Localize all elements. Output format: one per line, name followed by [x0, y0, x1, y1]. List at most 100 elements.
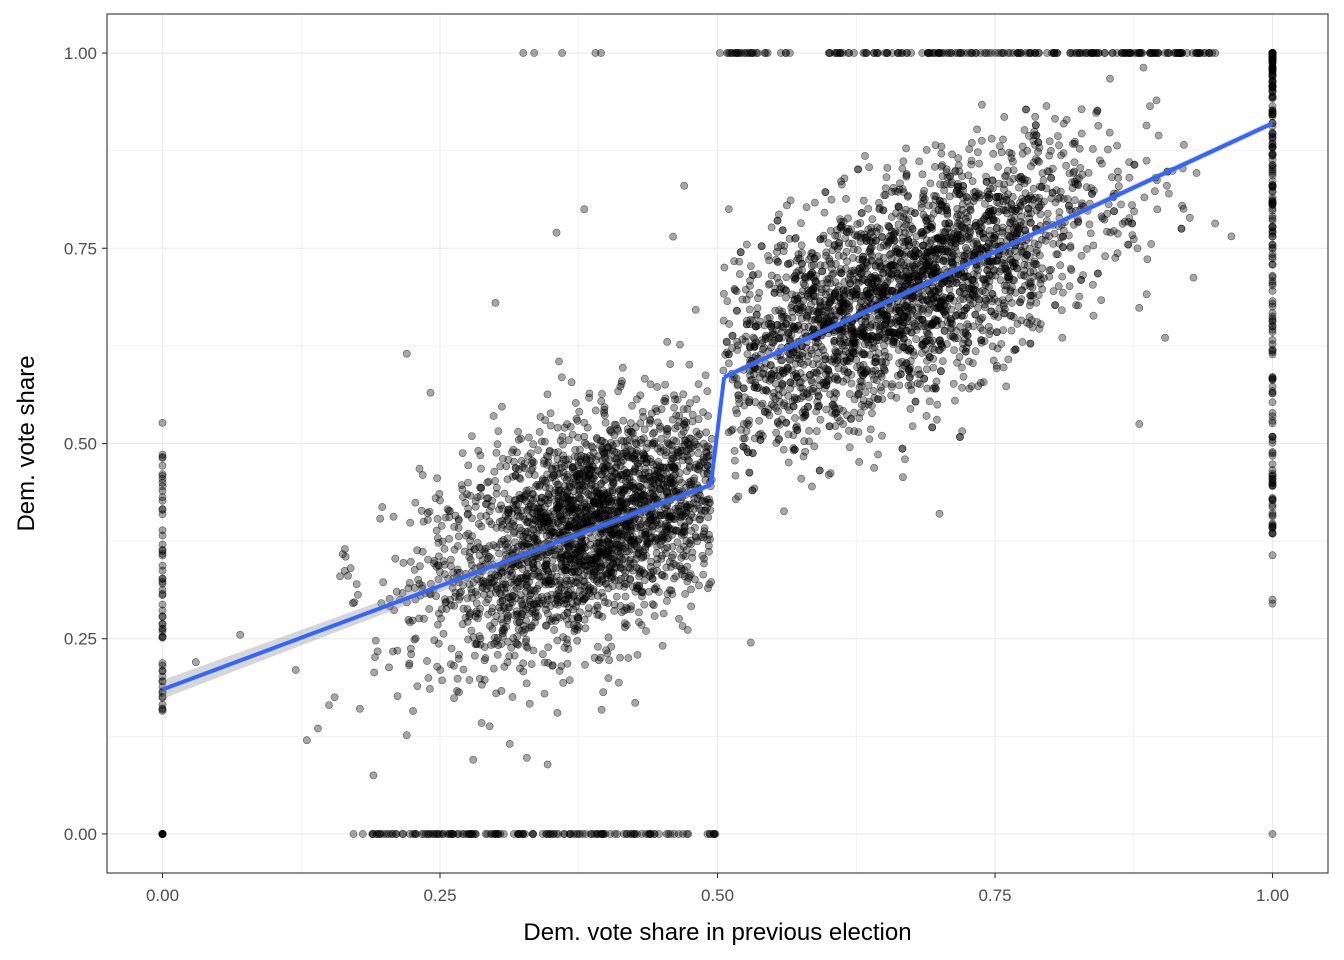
scatter-point	[1059, 288, 1067, 297]
scatter-point	[535, 428, 544, 436]
scatter-point	[640, 576, 649, 585]
scatter-point	[879, 363, 888, 372]
scatter-point	[543, 760, 552, 769]
scatter-point	[571, 399, 580, 407]
scatter-point	[925, 397, 934, 406]
scatter-point	[525, 699, 534, 708]
scatter-point	[454, 524, 463, 532]
scatter-point	[694, 442, 703, 451]
scatter-point	[576, 512, 585, 521]
scatter-point	[877, 262, 885, 271]
scatter-point	[826, 469, 835, 478]
scatter-point	[864, 204, 873, 213]
scatter-point	[922, 411, 931, 420]
scatter-point	[1055, 141, 1063, 150]
scatter-point	[561, 566, 569, 575]
scatter-point	[1076, 163, 1085, 172]
scatter-point	[642, 627, 650, 635]
scatter-point	[958, 363, 966, 372]
scatter-point	[1006, 178, 1014, 187]
scatter-point	[415, 614, 423, 623]
scatter-point	[846, 279, 855, 288]
scatter-point	[779, 445, 788, 454]
scatter-point	[918, 170, 927, 179]
scatter-point	[542, 621, 551, 630]
scatter-point	[410, 635, 419, 644]
scatter-point	[459, 665, 468, 674]
scatter-point	[408, 616, 417, 625]
scatter-point	[1096, 156, 1104, 165]
scatter-point	[600, 411, 609, 420]
scatter-point	[604, 535, 613, 544]
scatter-point	[988, 297, 996, 306]
scatter-point	[538, 650, 547, 659]
scatter-point	[1179, 204, 1188, 213]
scatter-point	[719, 366, 728, 375]
scatter-point	[482, 598, 490, 607]
scatter-point	[722, 337, 731, 346]
scatter-point	[556, 505, 565, 514]
scatter-point	[417, 506, 426, 515]
scatter-point	[1118, 219, 1127, 228]
scatter-point	[1005, 148, 1014, 157]
scatter-point	[965, 357, 973, 366]
scatter-point	[959, 372, 968, 381]
scatter-point	[625, 473, 634, 482]
scatter-point	[868, 215, 877, 223]
scatter-point	[537, 504, 545, 512]
scatter-point	[902, 170, 911, 178]
scatter-point	[529, 586, 538, 595]
scatter-point	[509, 517, 518, 526]
scatter-point	[731, 286, 739, 295]
scatter-point	[640, 600, 649, 609]
scatter-point	[531, 610, 539, 619]
scatter-point	[700, 524, 709, 533]
scatter-point	[727, 426, 736, 435]
scatter-point	[1066, 264, 1075, 273]
scatter-point	[529, 440, 538, 449]
scatter-point	[523, 518, 531, 527]
scatter-point	[627, 545, 636, 554]
scatter-point	[550, 489, 559, 498]
scatter-point	[617, 560, 626, 569]
scatter-point	[656, 443, 665, 452]
scatter-point	[510, 651, 519, 660]
scatter-point	[500, 604, 509, 613]
scatter-point	[581, 624, 590, 633]
scatter-point	[1114, 182, 1123, 191]
scatter-point	[563, 608, 572, 617]
scatter-point	[546, 421, 555, 430]
scatter-point	[471, 497, 480, 506]
scatter-point	[842, 194, 850, 203]
scatter-point	[899, 473, 907, 482]
scatter-point	[600, 449, 608, 458]
scatter-point	[902, 144, 910, 153]
scatter-point	[747, 262, 755, 270]
scatter-point	[522, 635, 531, 644]
scatter-point	[772, 439, 781, 447]
scatter-point	[719, 316, 728, 325]
scatter-point	[981, 281, 990, 289]
scatter-point	[562, 486, 570, 495]
scatter-point	[503, 614, 512, 622]
scatter-point	[978, 326, 987, 335]
scatter-point	[805, 426, 813, 435]
scatter-point	[987, 134, 996, 143]
scatter-point	[642, 444, 651, 452]
scatter-point	[704, 442, 712, 451]
scatter-point	[1165, 189, 1173, 198]
scatter-point	[687, 602, 695, 611]
scatter-point	[730, 446, 739, 455]
scatter-point	[576, 581, 585, 590]
scatter-point	[438, 676, 446, 685]
scatter-point	[631, 699, 640, 707]
scatter-point	[896, 249, 905, 258]
scatter-point	[571, 445, 580, 454]
scatter-point	[393, 692, 402, 700]
scatter-point	[797, 241, 806, 250]
scatter-point	[782, 273, 791, 282]
scatter-point	[465, 676, 474, 684]
scatter-point	[462, 531, 470, 540]
scatter-point	[613, 458, 622, 467]
scatter-point	[635, 608, 643, 617]
